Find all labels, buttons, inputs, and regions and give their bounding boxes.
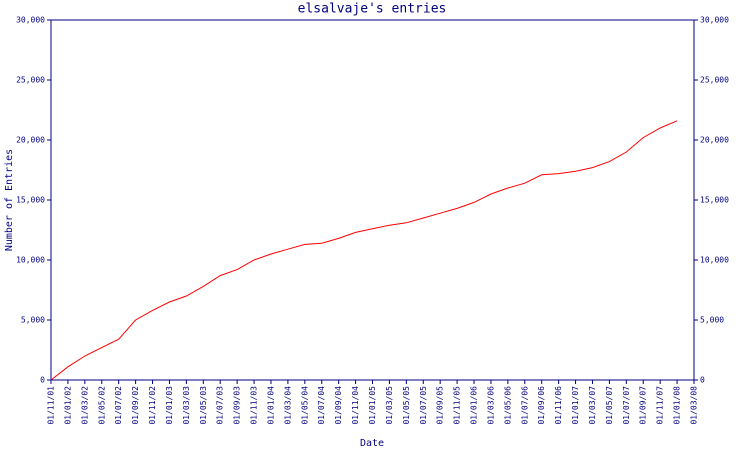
y2-tick-label: 5,000 [700,316,724,325]
y2-tick-label: 10,000 [700,256,729,265]
x-tick-label: 01/03/05 [385,386,394,425]
y2-tick-label: 20,000 [700,136,729,145]
x-tick-label: 01/01/08 [673,386,682,425]
x-tick-label: 01/11/01 [47,386,56,425]
x-tick-label: 01/07/03 [216,386,225,425]
x-tick-label: 01/09/05 [436,386,445,425]
x-tick-label: 01/05/03 [199,386,208,425]
x-tick-label: 01/01/06 [470,386,479,425]
x-tick-label: 01/11/06 [554,386,563,425]
y2-tick-label: 15,000 [700,196,729,205]
x-tick-label: 01/09/04 [334,386,343,425]
x-tick-label: 01/01/02 [63,386,72,425]
x-tick-label: 01/07/07 [622,386,631,425]
y-tick-label: 10,000 [16,256,45,265]
x-tick-label: 01/05/07 [605,386,614,425]
x-tick-label: 01/11/07 [656,386,665,425]
x-tick-label: 01/11/04 [351,386,360,425]
x-tick-label: 01/03/08 [690,386,699,425]
x-axis-label: Date [360,438,384,449]
x-tick-label: 01/01/03 [165,386,174,425]
x-tick-label: 01/05/05 [402,386,411,425]
x-tick-label: 01/05/06 [503,386,512,425]
chart-title: elsalvaje's entries [298,2,447,17]
x-tick-label: 01/01/07 [571,386,580,425]
x-tick-label: 01/07/02 [114,386,123,425]
x-tick-label: 01/11/02 [148,386,157,425]
y-axis-label: Number of Entries [4,149,15,251]
x-tick-label: 01/03/06 [486,386,495,425]
x-tick-label: 01/11/03 [250,386,259,425]
y2-tick-label: 25,000 [700,76,729,85]
x-tick-label: 01/03/04 [283,386,292,425]
data-line [50,120,678,381]
y2-tick-label: 30,000 [700,16,729,25]
x-tick-label: 01/03/02 [80,386,89,425]
x-tick-label: 01/01/05 [368,386,377,425]
x-tick-label: 01/05/02 [97,386,106,425]
x-tick-label: 01/05/04 [300,386,309,425]
x-tick-label: 01/07/04 [317,386,326,425]
x-tick-label: 01/03/03 [182,386,191,425]
plot-frame [50,19,695,381]
x-tick-label: 01/01/04 [266,386,275,425]
x-tick-label: 01/11/05 [453,386,462,425]
x-tick-label: 01/03/07 [588,386,597,425]
x-tick-label: 01/07/06 [520,386,529,425]
y-tick-label: 25,000 [16,76,45,85]
y-tick-label: 30,000 [16,16,45,25]
x-tick-label: 01/07/05 [419,386,428,425]
y2-tick-label: 0 [700,376,705,385]
x-tick-label: 01/09/06 [537,386,546,425]
y-tick-label: 20,000 [16,136,45,145]
x-tick-label: 01/09/03 [233,386,242,425]
x-tick-label: 01/09/07 [639,386,648,425]
x-tick-label: 01/09/02 [131,386,140,425]
y-tick-label: 5,000 [21,316,45,325]
y-tick-label: 15,000 [16,196,45,205]
y-tick-label: 0 [40,376,45,385]
